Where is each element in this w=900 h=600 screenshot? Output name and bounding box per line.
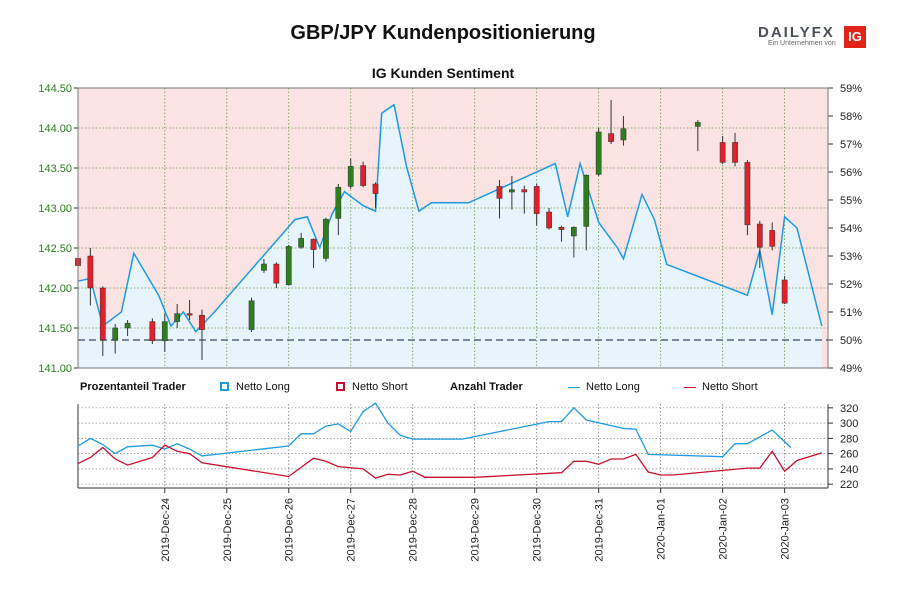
sentiment-tick-label: 50%	[840, 335, 862, 347]
sentiment-tick-label: 54%	[840, 223, 862, 235]
price-tick-label: 141.50	[38, 323, 72, 335]
candle-down	[608, 133, 614, 142]
dailyfx-logo: DAILYFX Ein Unternehmen von IG	[758, 24, 868, 50]
candle-down	[521, 189, 528, 193]
price-tick-label: 143.00	[38, 203, 72, 215]
date-tick-label: 2019-Dec-25	[222, 498, 234, 562]
legend: Prozentanteil Trader Netto Long Netto Sh…	[0, 380, 900, 396]
candle-up	[298, 238, 304, 248]
candle-down	[769, 230, 776, 247]
sentiment-tick-label: 55%	[840, 195, 862, 207]
date-tick-label: 2019-Dec-29	[470, 498, 482, 562]
legend-pct-long-label: Netto Long	[236, 381, 290, 393]
sentiment-tick-label: 56%	[840, 167, 862, 179]
date-tick-label: 2019-Dec-31	[594, 498, 606, 562]
long-sentiment-area	[78, 104, 822, 369]
sentiment-tick-label: 57%	[840, 139, 862, 151]
logo-tagline: Ein Unternehmen von	[768, 40, 836, 47]
candle-up	[124, 322, 131, 329]
legend-count-short-label: Netto Short	[702, 381, 758, 393]
sentiment-tick-label: 58%	[840, 111, 862, 123]
count-short-line	[77, 444, 822, 479]
candle-up	[509, 189, 515, 193]
candle-up	[620, 128, 627, 141]
candle-down	[372, 183, 379, 194]
candle-down	[744, 162, 751, 226]
price-tick-label: 144.50	[38, 83, 72, 95]
legend-pct-short-swatch	[336, 382, 345, 391]
candle-down	[732, 142, 738, 163]
count-tick-label: 300	[840, 418, 858, 430]
legend-pct-heading: Prozentanteil Trader	[80, 381, 186, 393]
price-tick-label: 142.00	[38, 283, 72, 295]
candle-down	[87, 255, 94, 289]
chart-title: GBP/JPY Kundenpositionierung	[290, 22, 596, 44]
candle-up	[694, 122, 701, 127]
price-tick-label: 141.00	[38, 363, 72, 375]
date-tick-label: 2020-Jan-01	[656, 498, 668, 560]
candle-up	[347, 166, 354, 187]
candle-down	[360, 165, 366, 186]
candle-down	[719, 142, 726, 163]
price-tick-label: 144.00	[38, 123, 72, 135]
candle-up	[571, 226, 577, 237]
candle-up	[112, 327, 119, 341]
legend-count-long-swatch	[568, 387, 580, 388]
price-tick-label: 142.50	[38, 243, 72, 255]
sentiment-tick-label: 59%	[840, 83, 862, 95]
price-tick-label: 143.50	[38, 163, 72, 175]
candle-down	[558, 226, 565, 230]
date-tick-label: 2020-Jan-03	[780, 498, 792, 560]
candle-down	[149, 321, 156, 342]
candle-down	[756, 223, 763, 248]
price-plot-frame	[77, 87, 829, 369]
candle-down	[533, 186, 540, 214]
date-tick-label: 2019-Dec-27	[346, 498, 358, 562]
date-tick-label: 2019-Dec-30	[532, 498, 544, 562]
date-tick-label: 2019-Dec-28	[408, 498, 420, 562]
legend-count-long-label: Netto Long	[586, 381, 640, 393]
legend-count-heading: Anzahl Trader	[450, 381, 523, 393]
sentiment-tick-label: 51%	[840, 307, 862, 319]
sentiment-tick-label: 53%	[840, 251, 862, 263]
candle-up	[583, 174, 590, 227]
logo-wordmark: DAILYFX	[758, 24, 835, 41]
sentiment-tick-label: 49%	[840, 363, 862, 375]
candle-down	[546, 211, 552, 229]
candle-up	[335, 186, 342, 219]
sentiment-tick-label: 52%	[840, 279, 862, 291]
candle-up	[323, 218, 329, 259]
legend-pct-short-label: Netto Short	[352, 381, 408, 393]
legend-pct-long-swatch	[220, 382, 229, 391]
legend-count-short-swatch	[684, 387, 696, 388]
candle-up	[161, 321, 168, 342]
candle-up	[174, 313, 181, 322]
chart-subtitle: IG Kunden Sentiment	[371, 65, 515, 81]
ig-badge: IG	[844, 26, 866, 48]
candle-down	[496, 186, 503, 199]
candle-up	[285, 246, 292, 286]
date-tick-label: 2020-Jan-02	[718, 498, 730, 560]
candle-down	[310, 238, 317, 250]
candle-down	[186, 313, 193, 316]
candle-down	[199, 314, 205, 330]
candle-down	[99, 287, 106, 341]
count-tick-label: 240	[840, 464, 858, 476]
long-sentiment-line	[77, 103, 823, 333]
candle-down	[273, 263, 280, 284]
date-tick-label: 2019-Dec-26	[284, 498, 296, 562]
count-long-line	[77, 402, 792, 458]
candle-up	[261, 263, 267, 271]
count-tick-label: 320	[840, 403, 858, 415]
candle-down	[781, 279, 788, 304]
count-tick-label: 220	[840, 479, 858, 491]
date-tick-label: 2019-Dec-24	[160, 498, 172, 562]
candle-up	[595, 131, 602, 175]
candle-up	[248, 300, 255, 330]
count-tick-label: 280	[840, 433, 858, 445]
count-tick-label: 260	[840, 449, 858, 461]
